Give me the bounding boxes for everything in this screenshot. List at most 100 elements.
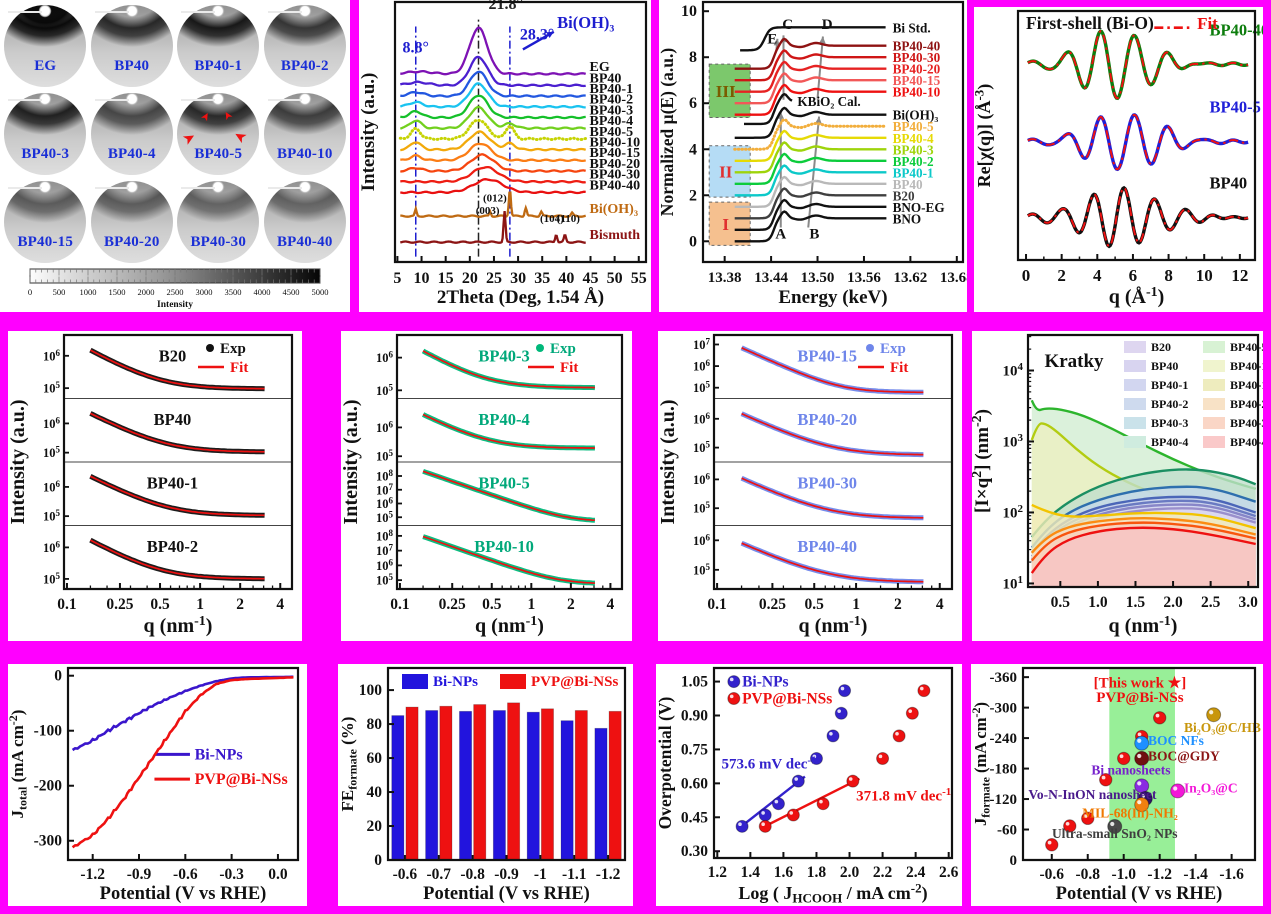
curve-label: Bismuth	[590, 228, 641, 243]
y-tick-label: -200	[34, 778, 63, 795]
region-box-I	[708, 201, 751, 246]
data-point	[758, 819, 772, 833]
bar-Bi-NPs--1.2	[594, 727, 608, 861]
curve-BP40-5	[733, 117, 888, 151]
panel-lsv: Bi-NPs PVP@Bi-NSs -1.2 -0.9 -0.6 -0.3 0.0 0 -100…	[6, 664, 307, 906]
bar-Bi-NPs--0.7	[425, 710, 439, 861]
y-tick-label: 0	[1010, 853, 1018, 869]
x-tick-label: 2.2	[873, 864, 893, 881]
data-point	[838, 684, 852, 698]
legend-swatch	[1203, 436, 1225, 448]
data-point	[816, 797, 830, 811]
x-tick-label: 8	[1164, 266, 1173, 285]
y-tick-label: 105	[693, 380, 711, 395]
curve-BP40-10	[400, 130, 587, 152]
y-tick-label: -300	[990, 701, 1018, 717]
peak-label: (012)	[483, 193, 507, 205]
peak-label: (104)	[540, 213, 564, 225]
curve-BP40-20	[734, 60, 887, 93]
y-axis-label: Intensity (a.u.)	[658, 399, 679, 524]
detector-image-BP40-10: BP40-10	[262, 90, 349, 178]
y-tick-label: 106	[43, 348, 61, 364]
curve-KBiO₂ Cal.	[744, 92, 793, 126]
panel-kratky: 101 102 103 104 0.5 1.0 1.5 2.0 2.5 3.0 Kratky B20 B…	[970, 331, 1271, 641]
legend-swatch	[1124, 341, 1146, 353]
fe-bar-chart: -0.6 -0.7 -0.8 -0.9 -1 -1.1 -1.2 0 20 40 60 80 100 Bi…	[338, 666, 627, 904]
panel-saxs-3: 105 106 107 BP40-15 105 106 BP40-20 105 106 BP40-…	[657, 331, 962, 641]
highlight-arrow-icon: ➤	[219, 108, 236, 123]
curve-BP40-15	[1031, 503, 1257, 530]
x-tick-label: 55	[631, 270, 647, 287]
fit-curve-BP40-20	[741, 412, 924, 456]
panel-saxs-1: 105 106 B20 105 106 BP40 105 106 BP40-1 105 106 BP4…	[7, 331, 302, 641]
beamstop-arm	[267, 99, 302, 101]
detector-image-BP40-20: BP40-20	[89, 178, 176, 266]
x-tick-label: 0.1	[707, 596, 726, 613]
y-tick-label: 106	[693, 358, 711, 374]
y-tick-label: 0.90	[681, 708, 708, 725]
y-tick-label: 0	[374, 852, 382, 869]
curve-label: BP40-30	[590, 168, 641, 183]
data-point	[727, 692, 741, 706]
x-tick-label: 1.2	[708, 864, 728, 881]
beamstop-arm	[181, 99, 216, 101]
x-axis-label: q (nm-1)	[1109, 614, 1178, 637]
sample-label: BP40	[154, 410, 192, 429]
x-tick-label: 0	[1022, 266, 1031, 285]
fit-curve-BP40-5	[422, 470, 595, 522]
x-tick-label: 0.0	[268, 866, 288, 883]
legend-label: BP40-40	[1230, 435, 1263, 449]
sample-label: BP40-2	[147, 537, 198, 556]
data-point	[834, 706, 848, 720]
saxs-pattern-image: BP40-20	[90, 181, 173, 263]
data-point	[758, 808, 772, 822]
curve-BP40-3	[400, 94, 586, 120]
detector-image-BP40-5: ➤ ➤ ➤ ➤ BP40-5	[175, 90, 262, 178]
panel-detector-montage: EG BP40 BP40-1 BP40-2 BP40-3 BP40-4 ➤ ➤ ➤ ➤ BP40-5…	[0, 0, 350, 312]
x-tick-label: -0.8	[460, 866, 485, 883]
sample-label: BP40-2	[280, 58, 329, 74]
data-point	[771, 797, 785, 811]
x-tick-label: 0.5	[805, 596, 825, 613]
curve-label: BP40-1	[893, 165, 934, 180]
data-point	[826, 729, 840, 743]
y-axis-label: [I×q2] (nm-2)	[972, 409, 993, 513]
y-tick-label: 103	[1003, 432, 1024, 450]
sample-label: BP40-20	[103, 234, 160, 250]
curve-BP40-5	[398, 118, 588, 142]
curve-BP40-15	[400, 142, 587, 163]
x-tick-label: 0.5	[1051, 594, 1071, 611]
legend-swatch	[1124, 360, 1146, 372]
y-tick-label: 106	[376, 557, 394, 573]
legend-exp: Exp	[880, 341, 906, 357]
curve-BP40-30	[1030, 521, 1256, 562]
curve-label: BP40-5	[1210, 98, 1261, 117]
bar-PVP@Bi-NSs--0.9	[507, 702, 521, 861]
curve-label: BP40-4	[590, 114, 634, 129]
legend-label: B20	[1151, 340, 1171, 354]
detector-image-BP40: BP40	[89, 2, 176, 90]
x-tick-label: 2.4	[906, 864, 926, 881]
data-point	[791, 774, 805, 788]
fit-curve-BP40-15	[741, 347, 924, 394]
y-tick-label: 40	[367, 784, 383, 801]
feature-label: E	[767, 31, 777, 47]
legend-exp: Exp	[550, 341, 576, 357]
x-tick-label: 0.25	[759, 596, 786, 613]
fit-curve-BP40-40	[741, 542, 924, 583]
sample-label: B20	[159, 347, 187, 366]
curve-label: BP40-2	[893, 154, 934, 169]
bar-Bi-NPs--0.9	[492, 710, 506, 861]
data-point	[846, 774, 860, 788]
x-tick-label: 4	[607, 596, 615, 613]
highlight-arrow-icon: ➤	[230, 125, 251, 148]
y-axis-label: Intensity (a.u.)	[341, 399, 362, 524]
fit-curve-BP40-30	[741, 477, 924, 519]
data-point	[1134, 735, 1150, 751]
curve-label: BP40	[1210, 174, 1248, 193]
colorbar-tick-label: 500	[53, 287, 66, 297]
y-tick-label: 105	[376, 572, 394, 588]
x-tick-label: 0.25	[106, 596, 133, 613]
